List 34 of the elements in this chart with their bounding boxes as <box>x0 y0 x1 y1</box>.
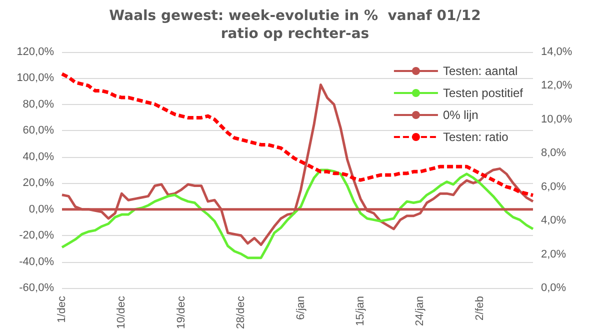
legend-label: Testen: ratio <box>442 130 509 144</box>
y2-tick-label: 4,0% <box>541 214 566 227</box>
y-tick-label: -60,0% <box>19 282 54 294</box>
y-tick-label: 20,0% <box>22 177 54 190</box>
x-tick-label: 10/dec <box>116 295 128 330</box>
y2-tick-label: 8,0% <box>541 147 566 160</box>
x-tick-label: 6/jan <box>294 296 307 320</box>
x-tick-label: 1/dec <box>56 295 68 323</box>
y2-tick-label: 12,0% <box>541 80 572 92</box>
y-tick-label: 0,0% <box>28 203 54 216</box>
line-series <box>60 84 534 246</box>
x-tick-label: 2/feb <box>474 296 486 320</box>
y-tick-label: 100,0% <box>16 72 54 84</box>
x-tick-label: 15/jan <box>354 296 367 326</box>
y2-tick-label: 10,0% <box>541 113 572 126</box>
y2-tick-label: 2,0% <box>541 248 566 260</box>
y-tick-label: 120,0% <box>16 46 54 58</box>
legend-label: Testen: aantal <box>442 64 518 78</box>
x-tick-label: 24/jan <box>414 296 426 326</box>
y2-tick-label: 0,0% <box>541 282 566 294</box>
y-tick-label: -40,0% <box>19 256 54 268</box>
x-tick-label: 19/dec <box>175 295 188 330</box>
line-series <box>60 168 534 260</box>
y2-tick-label: 14,0% <box>541 46 572 58</box>
chart-subtitle: ratio op rechter-as <box>220 26 370 42</box>
legend-label: 0% lijn <box>442 108 478 122</box>
x-tick-label: 28/dec <box>235 295 248 330</box>
chart-title: Waals gewest: week-evolutie in % vanaf 01/12 <box>109 8 481 24</box>
y-tick-label: 80,0% <box>22 98 54 110</box>
y-tick-label: 40,0% <box>22 150 54 163</box>
y-tick-label: -20,0% <box>19 230 54 242</box>
y2-tick-label: 6,0% <box>541 180 566 193</box>
legend-label: Testen postitief <box>442 86 524 100</box>
y-tick-label: 60,0% <box>22 124 54 137</box>
